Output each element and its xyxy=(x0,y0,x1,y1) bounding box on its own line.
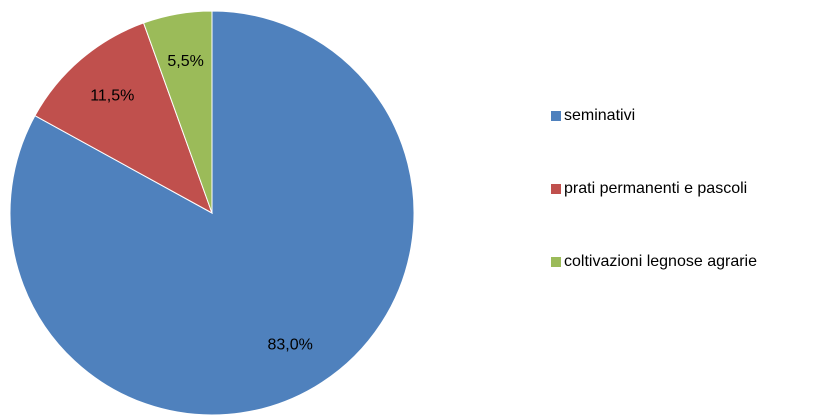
legend-label: seminativi xyxy=(564,107,635,124)
data-label: 83,0% xyxy=(267,336,312,353)
data-label: 5,5% xyxy=(167,53,203,70)
legend-swatch xyxy=(551,111,561,121)
legend-swatch xyxy=(551,257,561,267)
data-label: 11,5% xyxy=(90,87,134,104)
pie-slice xyxy=(142,10,213,214)
legend-label: coltivazioni legnose agrarie xyxy=(564,253,757,270)
pie-slice xyxy=(34,22,213,215)
legend-label: prati permanenti e pascoli xyxy=(564,180,747,197)
legend-swatch xyxy=(551,184,561,194)
